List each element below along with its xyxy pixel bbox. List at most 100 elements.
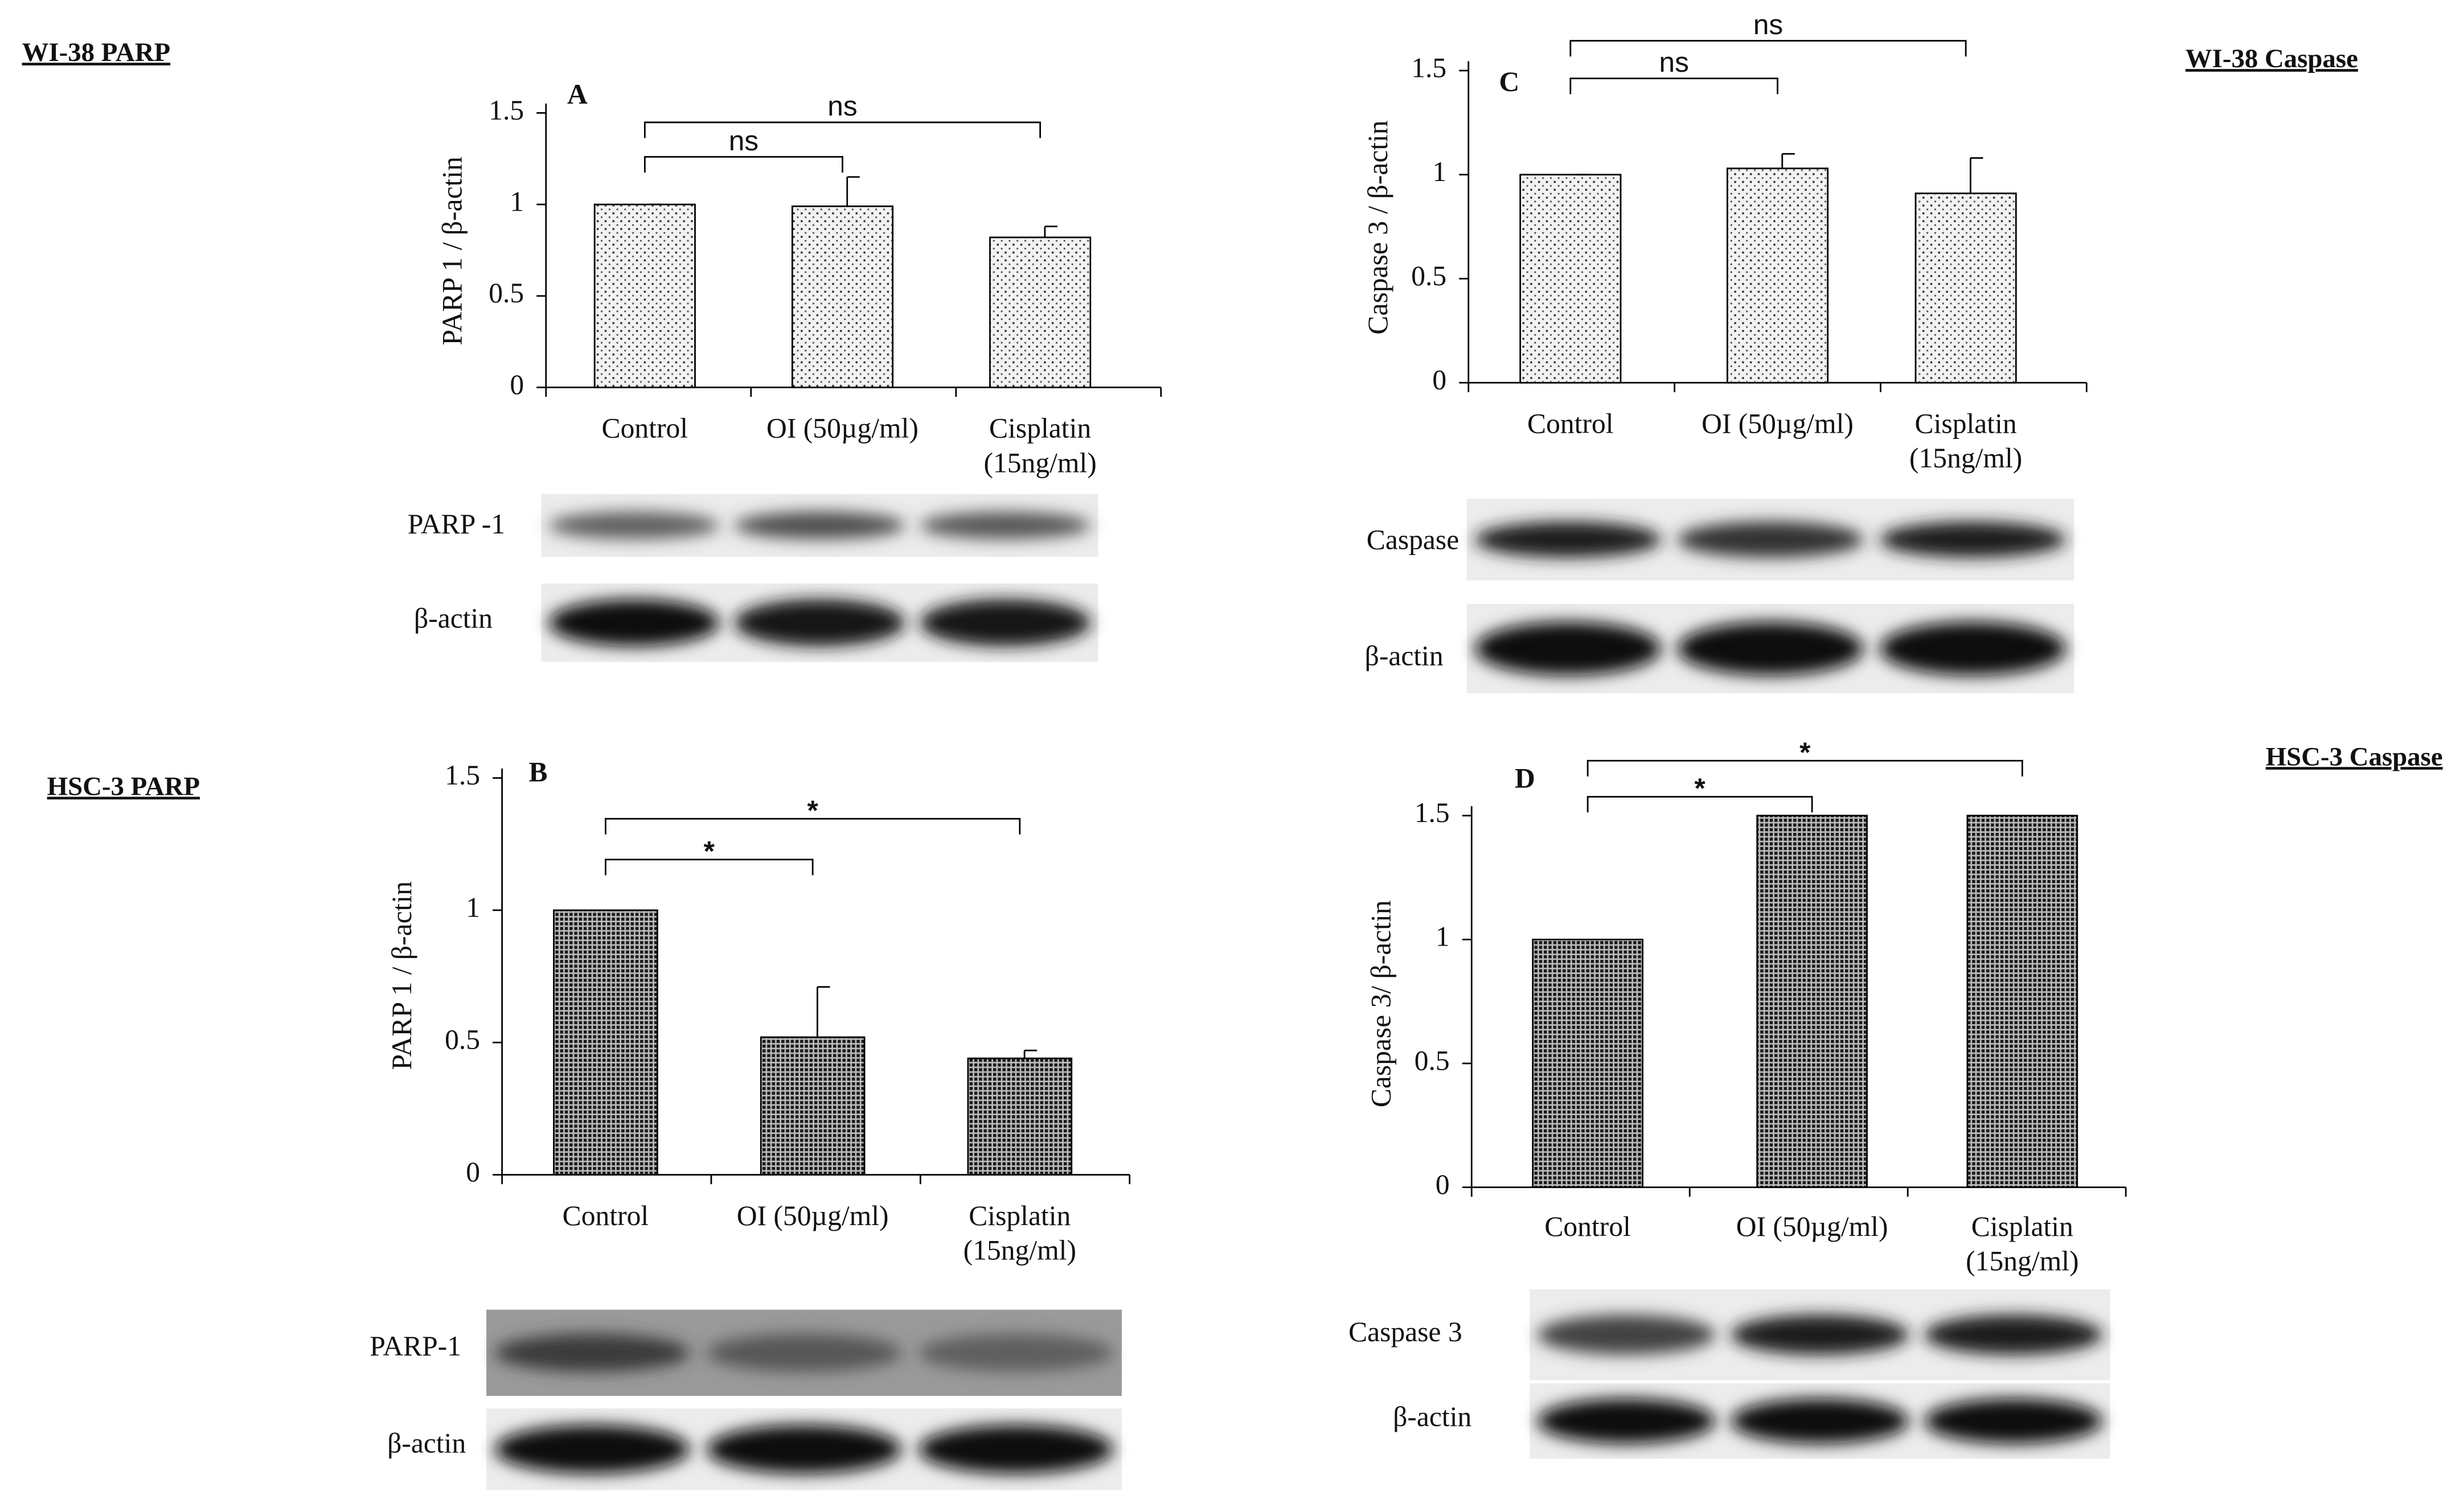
- bar: [967, 1057, 1073, 1176]
- panel: WI-38 Caspase C Caspase 3 / β-actin 0 0.5 1 1.…: [1362, 9, 2358, 693]
- y-tick-label: 1: [466, 891, 480, 923]
- bar: [760, 1036, 866, 1176]
- panel: HSC-3 PARP B PARP 1 / β-actin 0 0.5 1 1.5 Contr…: [47, 756, 1131, 1490]
- blot-band: [734, 511, 905, 540]
- significance-label: ns: [729, 125, 758, 157]
- x-tick-label: OI (50µg/ml): [1736, 1210, 1888, 1243]
- blot-band: [1475, 521, 1662, 558]
- error-bar: [1970, 157, 1983, 194]
- bar: [1532, 938, 1643, 1189]
- y-axis-label: Caspase 3/ β-actin: [1365, 900, 1396, 1107]
- y-tick-label: 0.5: [445, 1024, 480, 1055]
- panel-label: C: [1499, 66, 1520, 97]
- y-tick-label: 0.5: [1411, 260, 1446, 291]
- bar: [791, 205, 894, 388]
- blot-band: [494, 1333, 690, 1372]
- blot-band: [920, 599, 1091, 647]
- x-tick-label: Cisplatin (15ng/ml): [1909, 408, 2023, 474]
- panel-label: D: [1515, 762, 1535, 794]
- significance-bracket: [1569, 77, 1778, 94]
- significance-label: *: [1799, 736, 1811, 768]
- panel-label: A: [567, 79, 588, 110]
- x-tick-label-box: Control: [1544, 1210, 1631, 1243]
- y-tick-label: 1: [510, 186, 524, 217]
- blot-band: [1924, 1398, 2103, 1444]
- significance-bracket: [1586, 796, 1813, 813]
- bar: [1966, 815, 2078, 1189]
- x-tick-label: Cisplatin (15ng/ml): [963, 1199, 1076, 1266]
- blot-label: β-actin: [414, 602, 493, 634]
- error-bar: [817, 986, 830, 1037]
- blot-band: [1537, 1314, 1716, 1355]
- bar: [1756, 815, 1868, 1189]
- blot-band: [1731, 1398, 1909, 1444]
- bar: [593, 203, 696, 388]
- blot-band: [918, 1424, 1114, 1474]
- y-tick-label: 0: [1432, 364, 1446, 396]
- significance-label: ns: [1659, 46, 1689, 78]
- significance-bracket: [1569, 40, 1967, 57]
- significance-bracket: [605, 817, 1021, 835]
- blot-band: [918, 1333, 1114, 1372]
- x-tick-label-box: Control: [562, 1199, 649, 1231]
- blot-label: Caspase 3: [1348, 1316, 1462, 1347]
- y-tick-label: 1: [1436, 921, 1450, 952]
- blot-label: PARP -1: [408, 508, 505, 540]
- x-tick-label-box: OI (50µg/ml): [736, 1199, 889, 1231]
- blot-band: [920, 511, 1091, 540]
- error-bar: [1023, 1049, 1038, 1059]
- x-tick-label: OI (50µg/ml): [766, 412, 919, 444]
- blot-band: [706, 1333, 902, 1372]
- panel: HSC-3 Caspase D Caspase 3/ β-actin 0 0.5 1 1.5…: [1348, 736, 2443, 1459]
- x-tick-label: OI (50µg/ml): [736, 1199, 889, 1231]
- x-tick-label-box: Cisplatin (15ng/ml): [983, 412, 1097, 479]
- significance-label: *: [704, 835, 715, 867]
- bar: [1519, 174, 1622, 384]
- blot-band: [1475, 622, 1662, 676]
- bar: [1726, 167, 1829, 384]
- blot-label: Caspase: [1367, 524, 1459, 556]
- y-tick-label: 0: [1436, 1169, 1450, 1200]
- y-axis-label: PARP 1 / β-actin: [386, 881, 417, 1070]
- blot-band: [734, 599, 905, 647]
- x-tick-label: Cisplatin (15ng/ml): [983, 412, 1097, 479]
- significance-bracket: [643, 121, 1042, 138]
- x-tick-label: Control: [601, 412, 688, 444]
- x-tick-label: Cisplatin (15ng/ml): [1966, 1210, 2079, 1277]
- significance-bracket: [605, 858, 814, 876]
- blot-label: β-actin: [387, 1428, 466, 1459]
- x-tick-label-box: Control: [1527, 408, 1614, 439]
- blot-band: [1880, 622, 2067, 676]
- blot-label: β-actin: [1393, 1401, 1471, 1432]
- panel-label: B: [528, 756, 547, 787]
- y-tick-label: 1.5: [489, 94, 524, 126]
- blot-band: [1537, 1398, 1716, 1444]
- blot-label: PARP-1: [370, 1330, 461, 1362]
- y-tick-label: 1.5: [1414, 797, 1450, 828]
- panel-title: HSC-3 Caspase: [2266, 742, 2443, 771]
- blot-band: [548, 599, 720, 647]
- x-tick-label: Control: [562, 1199, 649, 1231]
- error-bar: [1044, 225, 1057, 237]
- blot-band: [494, 1424, 690, 1474]
- error-bar: [1781, 153, 1795, 169]
- y-tick-label: 0.5: [1414, 1045, 1450, 1076]
- y-tick-label: 0: [466, 1156, 480, 1188]
- y-tick-label: 1: [1432, 156, 1446, 187]
- error-bar: [846, 176, 860, 207]
- significance-label: ns: [827, 90, 857, 122]
- significance-label: *: [1695, 773, 1706, 804]
- bar: [989, 236, 1092, 388]
- blot-band: [1924, 1314, 2103, 1355]
- x-tick-label-box: Cisplatin (15ng/ml): [1909, 408, 2023, 474]
- bar: [1914, 192, 2017, 384]
- x-tick-label-box: Cisplatin (15ng/ml): [963, 1199, 1076, 1266]
- x-tick-label-box: Control: [601, 412, 688, 444]
- x-tick-label: Control: [1544, 1210, 1631, 1243]
- bar: [553, 909, 658, 1176]
- panel: WI-38 PARP A PARP 1 / β-actin 0 0.5 1 1.5 Contr…: [22, 38, 1162, 662]
- x-tick-label: Control: [1527, 408, 1614, 439]
- blot-band: [1677, 521, 1864, 558]
